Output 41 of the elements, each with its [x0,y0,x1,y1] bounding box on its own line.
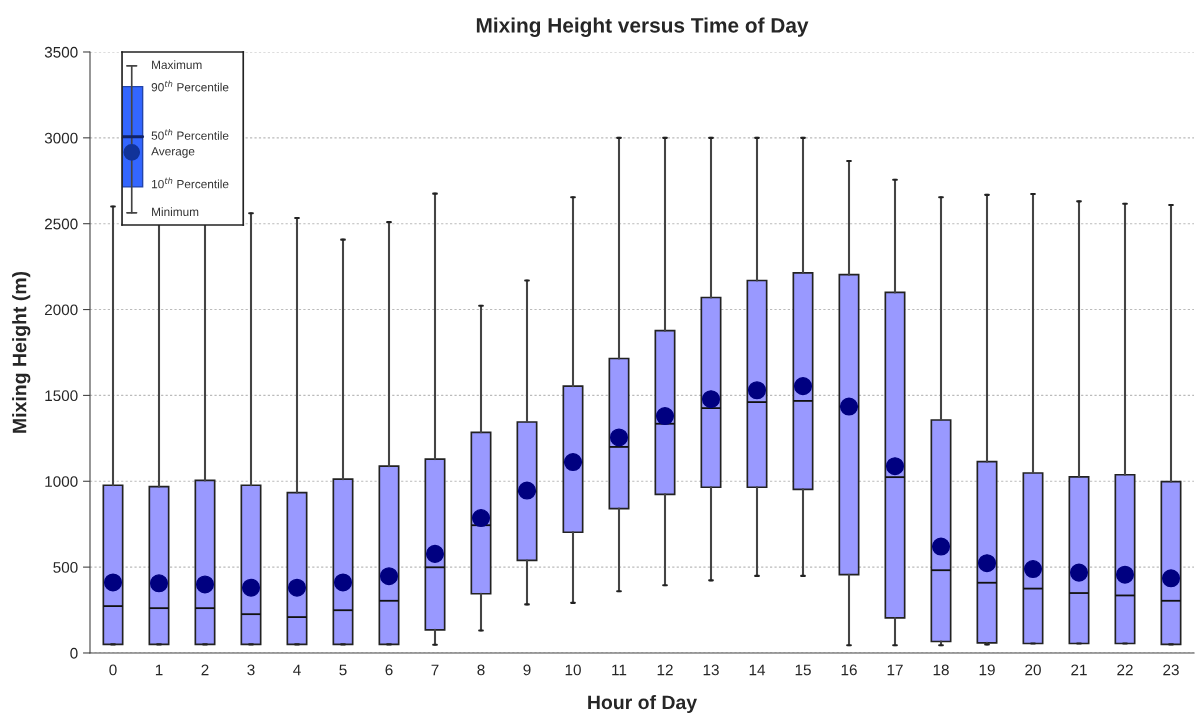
y-tick-label: 2000 [44,304,78,316]
annotation: Maximum [152,60,202,69]
x-tick-label: 14 [749,664,766,676]
y-tick-label: 2500 [44,218,78,230]
x-tick-label: 7 [431,664,439,676]
x-tick-label: 3 [247,664,255,676]
x-tick-label: 23 [1163,664,1179,676]
x-tick-label: 2 [201,664,209,676]
x-tick-label: 6 [385,664,393,676]
x-tick-label: 11 [612,664,627,676]
x-tick-label: 17 [887,664,903,676]
x-tick-label: 1 [155,664,163,676]
x-tick-label: 21 [1071,664,1087,676]
y-tick-label: 500 [53,561,78,573]
y-tick-label: 1500 [45,390,78,402]
x-tick-label: 16 [841,664,857,676]
chart-title: Mixing Height versus Time of Day [476,17,809,37]
x-tick-label: 19 [979,664,995,676]
y-tick-label: 0 [70,647,78,659]
x-tick-label: 0 [109,664,117,676]
annotation: 10$^{th}$ Percentile [152,177,229,189]
y-tick-label: 3500 [44,46,78,58]
x-tick-label: 18 [933,664,949,676]
y-tick-label: 3000 [44,132,78,144]
x-tick-label: 10 [565,664,581,676]
x-tick-label: 22 [1117,664,1133,676]
x-tick-label: 9 [523,664,531,676]
y-tick-label: 1000 [45,476,78,487]
annotation: Minimum [152,207,199,217]
annotation: 50$^{th}$ Percentile [151,128,229,140]
x-tick-label: 20 [1025,664,1041,676]
x-tick-label: 13 [703,664,719,676]
x-tick-label: 15 [795,664,811,676]
annotation: 90$^{th}$ Percentile [151,80,229,92]
x-tick-label: 12 [657,664,673,676]
annotation: Average [151,147,195,158]
x-tick-label: 5 [339,664,347,676]
y-axis-title: Mixing Height (m) [12,271,31,433]
x-axis-title: Hour of Day [588,695,697,714]
x-tick-label: 4 [293,664,301,676]
x-tick-label: 8 [477,664,485,676]
